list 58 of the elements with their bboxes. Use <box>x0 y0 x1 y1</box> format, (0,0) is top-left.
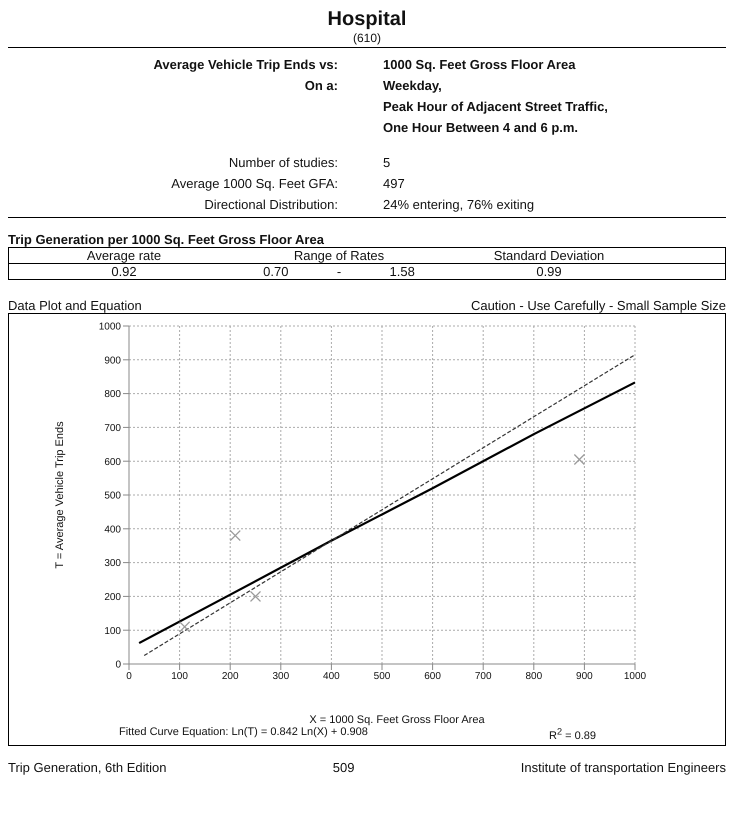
text: Institute of transportation Engineers <box>520 760 726 775</box>
text: 0.70 <box>263 264 288 279</box>
y-tick-label: 400 <box>104 524 122 536</box>
x-axis-title: X = 1000 Sq. Feet Gross Floor Area <box>309 714 485 726</box>
y-axis-title: T = Average Vehicle Trip Ends <box>54 420 66 569</box>
x-tick-label: 800 <box>525 671 543 682</box>
x-tick-label: 900 <box>576 671 594 682</box>
text: - <box>336 264 342 279</box>
y-tick-label: 200 <box>104 592 122 603</box>
x-tick-label: 700 <box>474 671 492 682</box>
x-tick-label: 200 <box>222 671 239 682</box>
text: 1000 Sq. Feet Gross Floor Area <box>383 57 576 72</box>
point <box>250 590 262 602</box>
text: Range of Rates <box>294 248 384 263</box>
y-tick-label: 800 <box>104 389 122 400</box>
x-tick-label: 0 <box>126 671 132 682</box>
point <box>179 621 190 632</box>
text: Data Plot and Equation <box>8 298 142 313</box>
text: 0.92 <box>111 264 137 279</box>
text: Fitted Curve Equation: Ln(T) = 0.842 Ln(X) + 0.908 <box>119 726 368 738</box>
text: 497 <box>383 176 405 191</box>
text: Average rate <box>86 248 162 263</box>
text: Directional Distribution: <box>204 197 338 212</box>
y-tick-label: 0 <box>115 660 122 671</box>
y-tick-label: 600 <box>104 456 122 468</box>
x-tick-label: 400 <box>323 671 340 682</box>
text: Weekday, <box>383 78 442 93</box>
point <box>230 530 241 542</box>
y-tick-label: 300 <box>104 558 122 570</box>
y-tick-label: 100 <box>104 626 122 637</box>
text: Average 1000 Sq. Feet GFA: <box>171 176 338 191</box>
x-tick-label: 500 <box>374 671 391 682</box>
x-tick-label: 600 <box>424 671 442 682</box>
text: On a: <box>304 78 338 93</box>
y-tick-label: 900 <box>104 355 122 366</box>
text: Average Vehicle Trip Ends vs: <box>154 57 338 72</box>
text: R$^{2}$ = 0.89 <box>549 726 596 742</box>
text: 1.58 <box>390 264 415 279</box>
text: 5 <box>383 155 390 170</box>
text: Number of studies: <box>228 155 338 170</box>
text: 24% entering, 76% exiting <box>383 197 534 212</box>
chart-title: Hospital <box>328 8 406 30</box>
x-tick-label: 300 <box>272 671 290 682</box>
y-tick-label: 500 <box>104 490 122 502</box>
text: Peak Hour of Adjacent Street Traffic, <box>383 99 608 114</box>
text: Trip Generation, 6th Edition <box>8 760 166 775</box>
x-tick-label: 100 <box>171 671 188 682</box>
text: Caution - Use Carefully - Small Sample Size <box>470 298 726 313</box>
text: Trip Generation per 1000 Sq. Feet Gross Floor Area <box>8 232 324 247</box>
point <box>574 454 585 466</box>
y-tick-label: 700 <box>104 422 122 434</box>
chart-subtitle: (610) <box>352 31 381 45</box>
x-tick-label: 1000 <box>624 671 647 682</box>
text: Standard Deviation <box>494 248 604 263</box>
text: 509 <box>332 760 354 775</box>
text: 0.99 <box>536 264 562 279</box>
y-tick-label: 1000 <box>98 322 122 333</box>
text: One Hour Between 4 and 6 p.m. <box>383 120 578 135</box>
